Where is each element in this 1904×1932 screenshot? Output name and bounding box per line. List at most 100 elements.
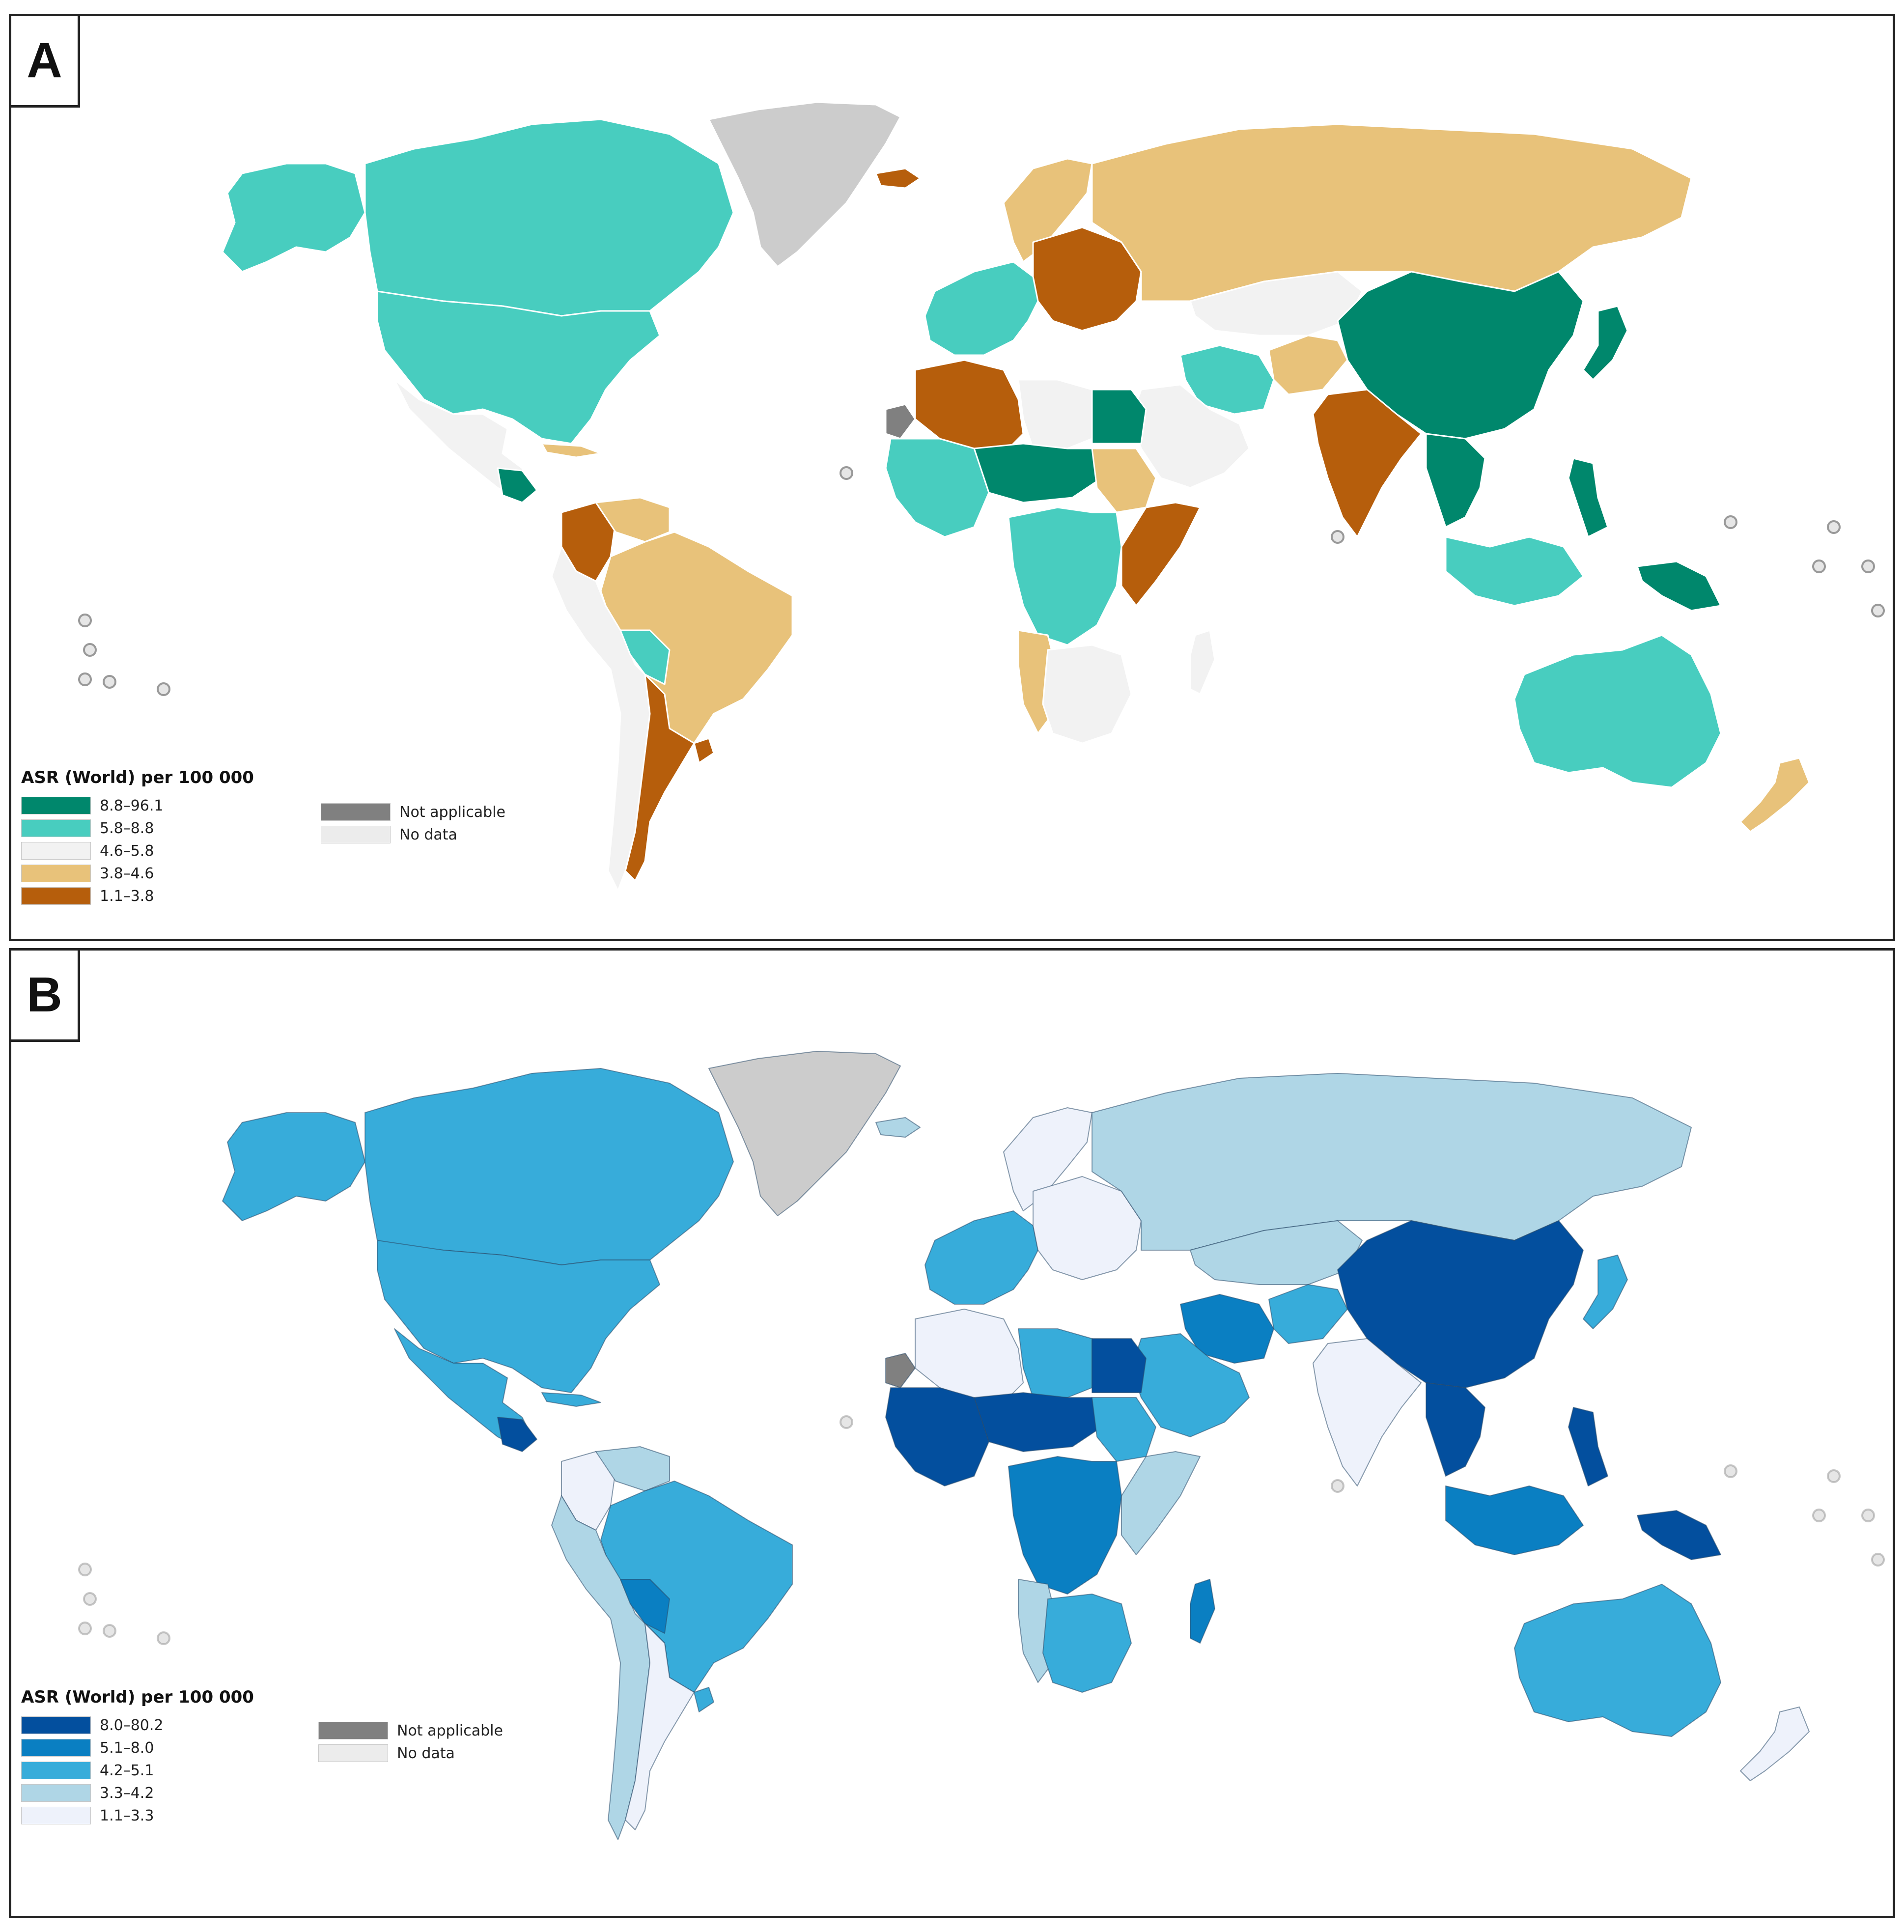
country-indonesia — [1445, 536, 1584, 607]
legend-swatch — [21, 1784, 91, 1802]
country-eastern-europe — [1033, 1176, 1142, 1280]
legend-label: 5.1–8.0 — [100, 1739, 154, 1757]
island-marker — [157, 682, 170, 696]
island-marker — [83, 643, 97, 657]
island-marker — [1812, 1509, 1826, 1522]
legend-swatch — [21, 1762, 91, 1779]
legend-special-b: Not applicable No data — [318, 1719, 503, 1764]
country-southern-africa — [1042, 1594, 1132, 1693]
legend-label: Not applicable — [397, 1722, 503, 1739]
country-cuba — [541, 443, 602, 458]
country-sudan — [1092, 1397, 1156, 1462]
legend-title: ASR (World) per 100 000 — [21, 1687, 254, 1707]
legend-row: 4.6–5.8 — [21, 840, 254, 862]
country-sahel — [974, 1392, 1102, 1452]
legend-label: 8.8–96.1 — [100, 797, 164, 814]
country-north-africa-west — [915, 1309, 1024, 1403]
legend-title: ASR (World) per 100 000 — [21, 768, 254, 787]
legend-row: 3.8–4.6 — [21, 862, 254, 885]
country-southern-africa — [1042, 644, 1132, 744]
country-egypt — [1091, 389, 1147, 445]
legend-row: 3.3–4.2 — [21, 1782, 254, 1804]
panel-label: B — [11, 951, 80, 1042]
country-se-asia — [1425, 433, 1486, 528]
island-marker — [1331, 1479, 1344, 1493]
country-scandinavia — [1003, 158, 1093, 263]
legend-a: ASR (World) per 100 000 8.8–96.1 5.8–8.8… — [21, 768, 254, 907]
country-japan — [1583, 1255, 1628, 1329]
island-marker — [157, 1631, 170, 1645]
country-greenland — [708, 101, 901, 268]
island-marker — [1827, 520, 1841, 534]
country-madagascar — [1189, 629, 1216, 695]
country-central-africa — [1008, 1456, 1122, 1595]
country-usa — [377, 1240, 660, 1393]
country-iceland — [875, 1117, 921, 1138]
country-bolivia — [619, 629, 671, 685]
country-indonesia — [1445, 1485, 1584, 1555]
country-russia — [1092, 1073, 1692, 1251]
legend-row: 4.2–5.1 — [21, 1759, 254, 1782]
panel-a: A ASR (World) per 100 000 8.8–96.1 5.8–8… — [9, 14, 1895, 941]
legend-swatch — [21, 819, 91, 837]
country-venezuela — [595, 1446, 670, 1491]
country-se-asia — [1426, 1382, 1485, 1477]
legend-label: 3.8–4.6 — [100, 865, 154, 882]
island-marker — [103, 1624, 116, 1638]
country-egypt — [1092, 1338, 1147, 1393]
country-bolivia — [620, 1579, 670, 1634]
country-north-africa-west — [914, 359, 1024, 454]
country-west-africa — [885, 438, 990, 538]
world-map-a — [78, 101, 1885, 892]
country-greenland — [708, 1051, 901, 1216]
island-marker — [1827, 1469, 1841, 1483]
legend-label: 5.8–8.8 — [100, 819, 154, 837]
legend-swatch — [21, 1739, 91, 1757]
legend-swatch — [21, 865, 91, 882]
world-map-b — [78, 1051, 1885, 1840]
country-afghanistan — [1268, 1284, 1348, 1344]
island-marker — [1812, 560, 1826, 573]
country-usa — [376, 290, 661, 445]
country-png — [1637, 1510, 1721, 1560]
country-australia — [1514, 1584, 1721, 1737]
legend-row: 5.8–8.8 — [21, 817, 254, 840]
legend-row: 5.1–8.0 — [21, 1736, 254, 1759]
country-philippines — [1568, 457, 1609, 538]
country-iran — [1179, 344, 1275, 415]
country-guatemala — [497, 467, 538, 504]
country-sahel — [973, 443, 1103, 504]
island-marker — [78, 1563, 92, 1576]
island-marker — [1861, 1509, 1875, 1522]
country-india — [1313, 1338, 1422, 1486]
island-marker — [78, 1622, 92, 1635]
island-marker — [78, 614, 92, 627]
legend-row: Not applicable — [318, 1719, 503, 1742]
island-marker — [103, 675, 116, 689]
panel-label: A — [11, 16, 80, 108]
country-argentina — [625, 1623, 695, 1830]
island-marker — [840, 1415, 853, 1429]
legend-label: 4.2–5.1 — [100, 1762, 154, 1779]
country-central-africa — [1008, 506, 1122, 646]
legend-row: No data — [321, 823, 505, 846]
country-cuba — [541, 1392, 601, 1407]
country-alaska — [222, 1112, 365, 1221]
country-alaska — [222, 163, 366, 273]
country-png — [1636, 560, 1722, 612]
legend-label: 4.6–5.8 — [100, 842, 154, 860]
legend-special-a: Not applicable No data — [321, 801, 505, 846]
island-marker — [1724, 515, 1737, 529]
legend-swatch — [321, 826, 391, 843]
country-venezuela — [595, 497, 671, 543]
country-libya — [1018, 1328, 1092, 1398]
legend-swatch — [21, 797, 91, 814]
country-australia — [1513, 634, 1722, 788]
island-marker — [1331, 530, 1344, 544]
country-uruguay — [693, 737, 715, 764]
country-western-europe — [924, 1210, 1038, 1305]
country-argentina — [624, 673, 695, 882]
legend-label: Not applicable — [399, 803, 505, 821]
legend-row: 8.8–96.1 — [21, 794, 254, 817]
country-canada — [364, 118, 734, 317]
